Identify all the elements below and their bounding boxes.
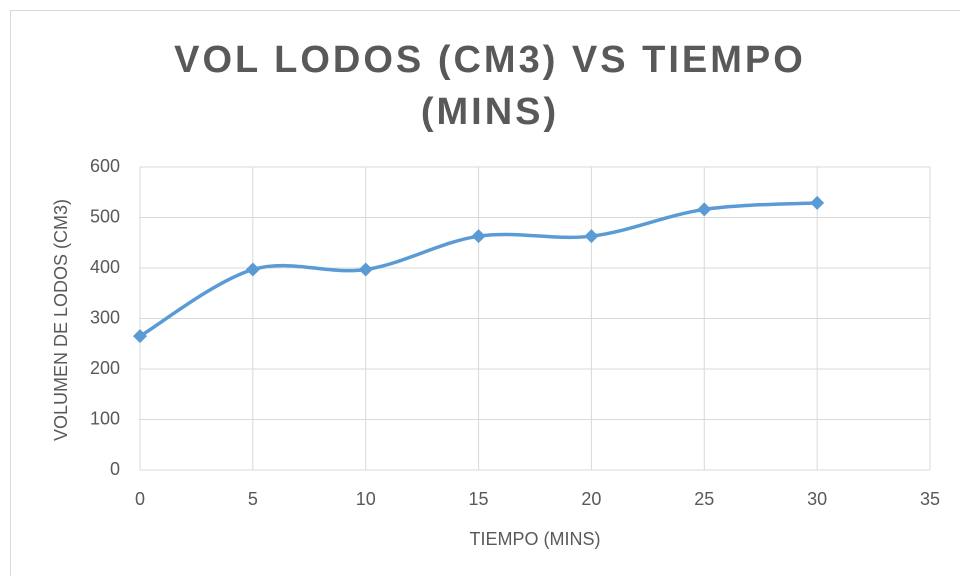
chart-border [10, 10, 960, 576]
chart-title: VOL LODOS (CM3) VS TIEMPO (MINS) [174, 39, 806, 133]
x-tick-label: 20 [581, 489, 601, 509]
y-tick-label: 600 [90, 156, 120, 176]
y-tick-label: 0 [110, 459, 120, 479]
y-tick-label: 200 [90, 358, 120, 378]
y-tick-label: 400 [90, 257, 120, 277]
data-point [245, 262, 260, 277]
x-tick-label: 35 [920, 489, 940, 509]
data-point [584, 229, 599, 244]
x-tick-label: 30 [807, 489, 827, 509]
y-tick-label: 100 [90, 408, 120, 428]
x-tick-label: 0 [135, 489, 145, 509]
x-tick-label: 25 [694, 489, 714, 509]
data-point [358, 262, 373, 277]
data-point [697, 202, 712, 217]
x-tick-label: 5 [248, 489, 258, 509]
x-axis-label: TIEMPO (MINS) [470, 529, 601, 549]
x-tick-label: 10 [356, 489, 376, 509]
y-tick-label: 300 [90, 307, 120, 327]
data-point [810, 195, 825, 210]
data-point [471, 229, 486, 244]
data-point [133, 329, 147, 344]
y-axis-label: VOLUMEN DE LODOS (CM3) [51, 199, 71, 441]
x-tick-label: 15 [469, 489, 489, 509]
y-tick-label: 500 [90, 206, 120, 226]
